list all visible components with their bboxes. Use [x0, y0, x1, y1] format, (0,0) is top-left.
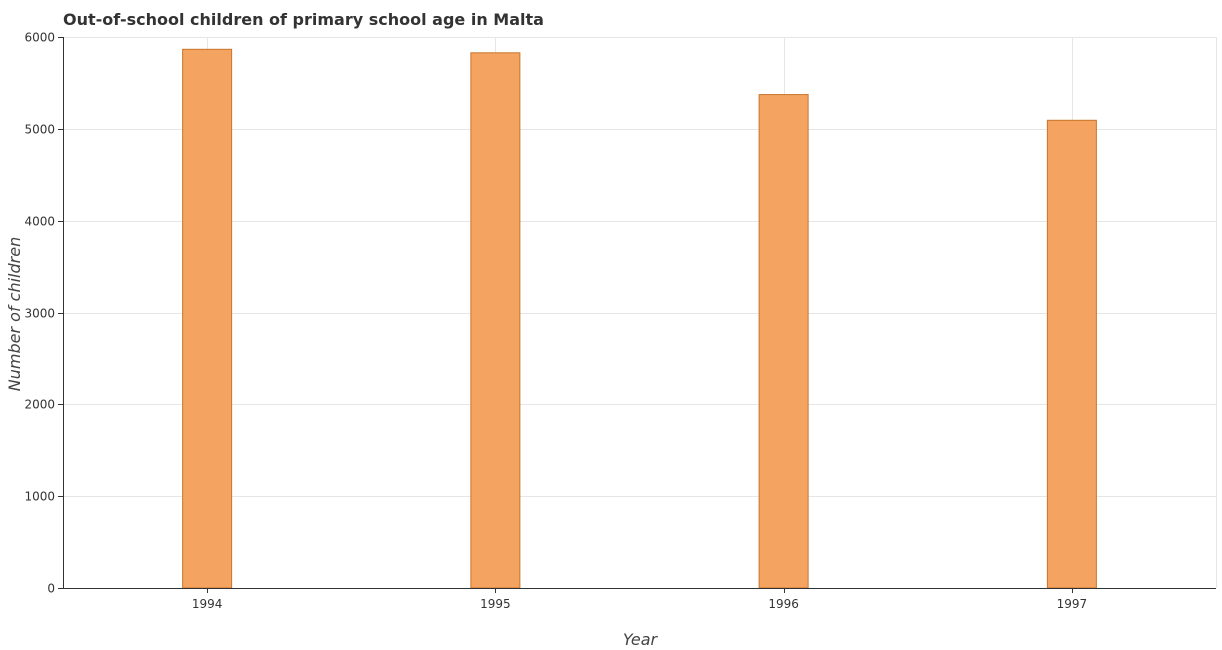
chart-title: Out-of-school children of primary school…	[63, 10, 544, 29]
x-tick-label: 1995	[480, 597, 511, 611]
y-tick-label: 6000	[24, 31, 55, 45]
bar-1997	[1046, 119, 1097, 589]
x-tick-label: 1996	[768, 597, 799, 611]
y-tick-label: 1000	[24, 490, 55, 504]
axes-layer	[63, 37, 1216, 589]
bar-1994	[182, 48, 233, 589]
x-axis-label: Year	[623, 630, 659, 649]
y-tick-label: 4000	[24, 215, 55, 229]
bar-1996	[758, 94, 809, 589]
x-tick-label: 1994	[192, 597, 223, 611]
y-tick-label: 5000	[24, 123, 55, 137]
y-axis-label: Number of children	[5, 237, 24, 391]
y-tick-label: 2000	[24, 398, 55, 412]
bars-layer	[182, 48, 1097, 589]
grid-layer	[63, 37, 1217, 589]
x-tick-label: 1997	[1057, 597, 1088, 611]
y-tick-label: 3000	[24, 307, 55, 321]
y-tick-label: 0	[47, 582, 55, 596]
bar-1995	[470, 52, 521, 589]
ticks-layer: 0 1000 2000 3000 4000 5000 6000 1994 1995 1996 199…	[24, 31, 1087, 612]
